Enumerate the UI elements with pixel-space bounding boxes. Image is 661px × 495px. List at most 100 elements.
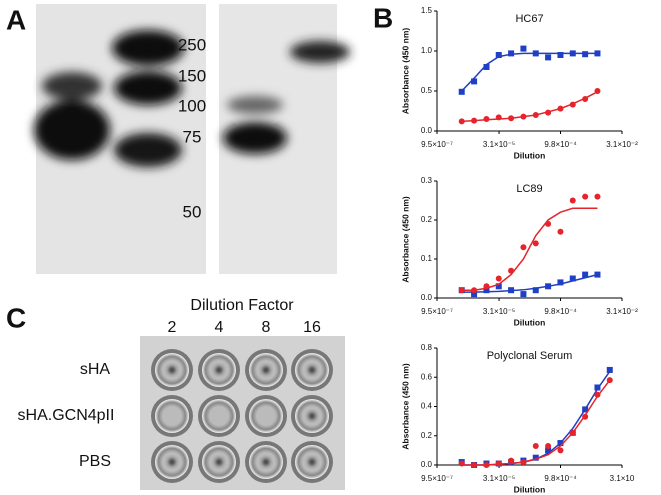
point <box>508 267 515 274</box>
y-tick-label: 0.3 <box>421 176 433 185</box>
fit-curve <box>461 379 611 466</box>
point <box>545 447 552 454</box>
point <box>594 384 601 391</box>
x-tick-label: 9.8×10⁻⁴ <box>544 307 577 316</box>
point <box>483 116 490 122</box>
x-tick-label: 3.1×10⁻⁵ <box>483 307 515 316</box>
blot-left <box>34 4 206 274</box>
point <box>569 50 576 57</box>
point <box>557 228 564 235</box>
plate-title: Dilution Factor <box>190 297 294 314</box>
point <box>594 88 601 94</box>
point <box>520 244 527 251</box>
point <box>582 271 589 278</box>
well-dot <box>262 458 270 466</box>
y-tick-label: 0.2 <box>421 431 433 440</box>
point <box>545 54 552 61</box>
x-tick-label: 9.8×10⁻⁴ <box>544 140 577 149</box>
fit-curve <box>461 52 598 92</box>
y-tick-label: 1.5 <box>421 6 433 15</box>
x-tick-label: 3.1×10⁻⁵ <box>483 140 515 149</box>
well-dot <box>168 458 176 466</box>
point <box>582 406 589 413</box>
x-tick-label: 3.1×10 <box>610 474 635 483</box>
point <box>483 283 490 290</box>
point <box>471 287 478 294</box>
row-label: sHA.GCN4pII <box>18 407 115 424</box>
point <box>520 291 527 298</box>
point <box>458 118 465 125</box>
point <box>495 52 502 58</box>
point <box>495 114 502 121</box>
point <box>532 454 539 461</box>
y-tick-label: 0.0 <box>421 293 433 302</box>
point <box>594 193 601 200</box>
point <box>582 413 589 420</box>
point <box>520 459 527 466</box>
chart-title: LC89 <box>516 183 542 195</box>
point <box>471 117 478 124</box>
point <box>532 287 539 294</box>
y-axis-label: Absorbance (450 nm) <box>400 363 410 450</box>
y-tick-label: 0.5 <box>421 86 433 95</box>
point <box>458 287 465 294</box>
x-tick-label: 9.5×10⁻⁷ <box>421 140 453 149</box>
point <box>594 50 601 57</box>
x-tick-label: 9.5×10⁻⁷ <box>421 307 453 316</box>
well-dot <box>308 458 316 466</box>
point <box>483 462 490 468</box>
panel-label: B <box>373 2 393 33</box>
y-tick-label: 0.6 <box>421 372 433 381</box>
column-label: 4 <box>215 319 224 336</box>
point <box>508 457 515 464</box>
well-dot <box>308 412 316 420</box>
point <box>594 271 601 278</box>
point <box>495 275 502 282</box>
well-dot <box>215 458 223 466</box>
x-tick-label: 9.5×10⁻⁷ <box>421 474 453 483</box>
point <box>520 45 527 52</box>
point <box>582 51 589 58</box>
point <box>545 220 552 227</box>
point <box>582 96 589 102</box>
marker-label: 50 <box>183 202 202 221</box>
marker-label: 100 <box>178 96 206 115</box>
column-label: 8 <box>262 319 271 336</box>
blot-right <box>219 4 350 274</box>
x-tick-label: 3.1×10⁻² <box>606 307 638 316</box>
point <box>557 279 564 286</box>
well-dot <box>308 366 316 374</box>
point <box>495 460 502 467</box>
point <box>471 462 478 468</box>
point <box>606 366 613 373</box>
y-axis-label: Absorbance (450 nm) <box>400 28 410 115</box>
point <box>458 88 465 95</box>
point <box>545 442 552 449</box>
point <box>483 287 490 294</box>
point <box>508 287 515 294</box>
fit-curve <box>461 207 598 291</box>
well-dot <box>215 366 223 374</box>
panel-label: A <box>6 4 26 35</box>
point <box>495 283 502 290</box>
x-axis-label: Dilution <box>514 317 546 327</box>
point <box>471 291 478 298</box>
point <box>483 64 490 70</box>
point <box>557 447 564 454</box>
point <box>458 460 465 467</box>
y-tick-label: 0.2 <box>421 215 433 224</box>
row-label: PBS <box>79 453 111 470</box>
well-dot <box>168 366 176 374</box>
point <box>582 193 589 200</box>
point <box>545 283 552 290</box>
y-axis-label: Absorbance (450 nm) <box>400 196 410 283</box>
well-dot <box>262 366 270 374</box>
point <box>532 442 539 449</box>
marker-label: 150 <box>178 66 206 85</box>
point <box>606 377 613 384</box>
marker-label: 75 <box>183 127 202 146</box>
point <box>520 113 527 120</box>
x-tick-label: 3.1×10⁻⁵ <box>483 474 515 483</box>
x-tick-label: 9.8×10⁻⁴ <box>544 474 577 483</box>
